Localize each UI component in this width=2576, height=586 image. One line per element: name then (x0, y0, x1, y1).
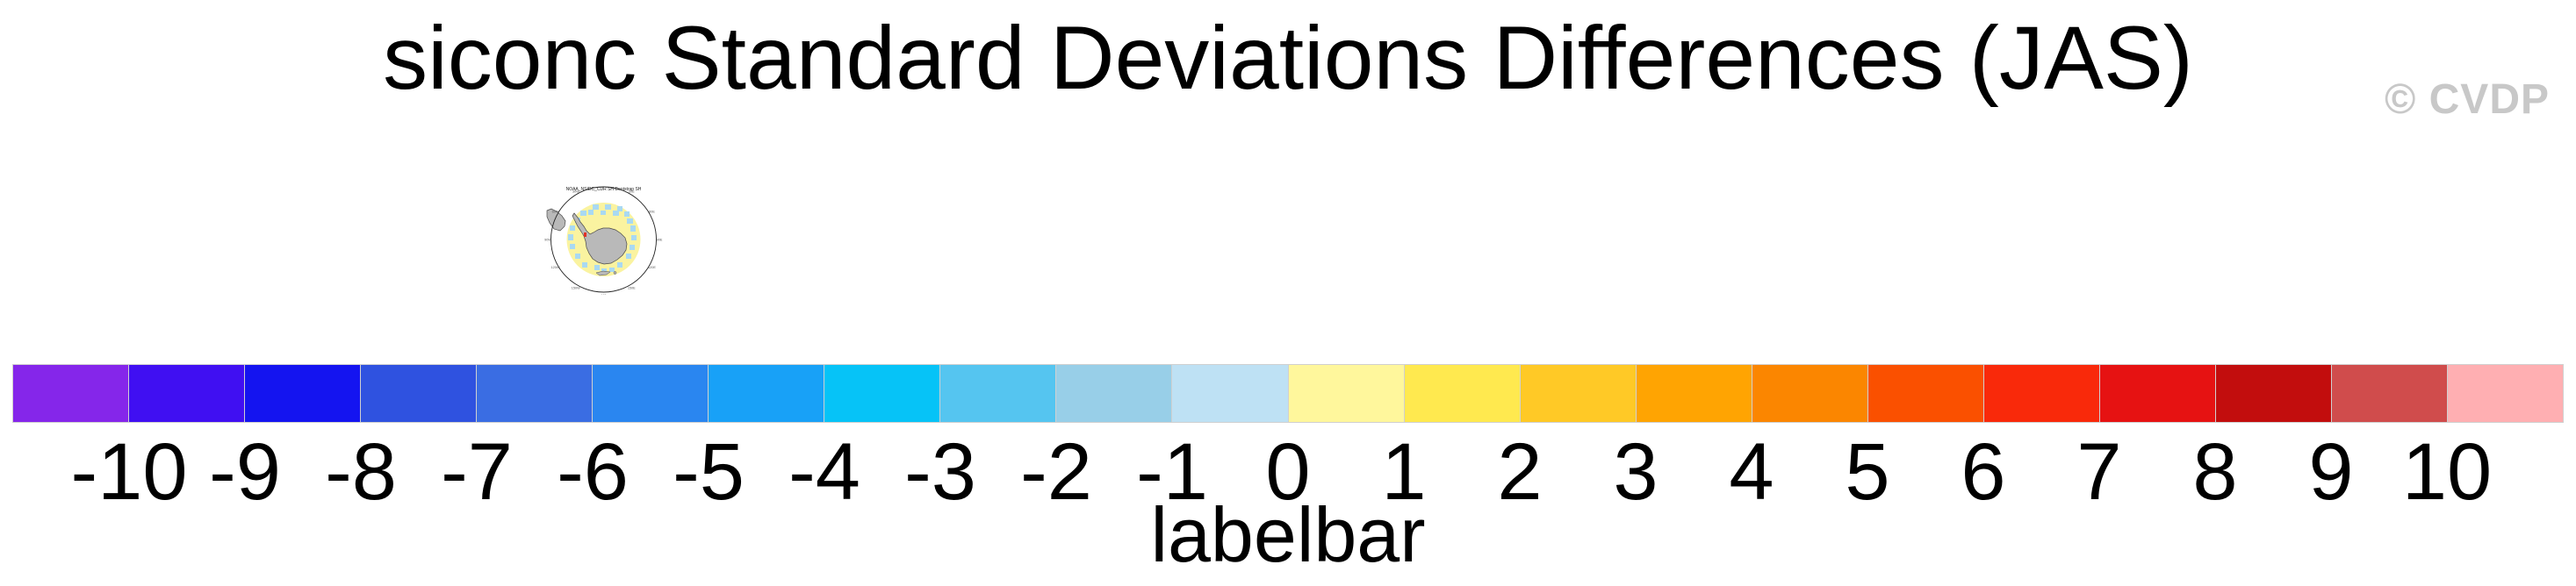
map-lon-label-120W: 120W (551, 266, 560, 269)
colorbar-block-8 (940, 365, 1056, 422)
colorbar-block-2 (245, 365, 361, 422)
colorbar-tick-9: 9 (2308, 427, 2354, 517)
map-panel-title: NOAA_NSIDC_CDR SH-Bootstrap SH (566, 187, 642, 192)
colorbar-block-19 (2215, 365, 2331, 422)
colorbar-tick-5: 5 (1845, 427, 1890, 517)
colorbar-block-21 (2447, 365, 2564, 422)
colorbar-block-6 (709, 365, 824, 422)
colorbar-block-12 (1404, 365, 1520, 422)
south-america-tip (546, 208, 566, 232)
map-lon-label-150E: 150E (628, 286, 636, 289)
map-negative-cell (613, 211, 619, 216)
colorbar (12, 364, 2564, 423)
colorbar-block-17 (1983, 365, 2099, 422)
colorbar-tick--2: -2 (1020, 427, 1092, 517)
colorbar-caption: labelbar (1150, 491, 1426, 578)
colorbar-block-4 (477, 365, 593, 422)
map-negative-cell (626, 254, 631, 259)
antarctic-map-panel: NOAA_NSIDC_CDR SH-Bootstrap SH 0 30E 60E 90… (544, 185, 663, 295)
map-lon-label-30W: 30W (572, 189, 579, 193)
colorbar-block-7 (824, 365, 940, 422)
colorbar-block-3 (361, 365, 477, 422)
map-negative-cell (568, 234, 573, 240)
colorbar-block-15 (1752, 365, 1867, 422)
colorbar-block-11 (1288, 365, 1404, 422)
map-negative-cell (582, 262, 587, 268)
cvdp-watermark: © CVDP (2384, 76, 2550, 123)
colorbar-tick--9: -9 (209, 427, 281, 517)
map-negative-cell (593, 204, 599, 210)
map-negative-cell (617, 206, 622, 211)
map-islands (595, 270, 611, 276)
map-boundary-circle (550, 186, 657, 293)
map-negative-cell (605, 204, 611, 210)
colorbar-block-9 (1056, 365, 1172, 422)
colorbar-tick--7: -7 (441, 427, 513, 517)
colorbar-tick--3: -3 (904, 427, 976, 517)
map-lon-label-60W: 60W (552, 211, 559, 214)
map-negative-cell (617, 262, 622, 268)
map-lon-label-90W: 90W (544, 238, 551, 241)
colorbar-tick--5: -5 (673, 427, 745, 517)
map-negative-cell (588, 210, 594, 215)
colorbar-block-10 (1172, 365, 1288, 422)
antarctica-landmass (572, 212, 628, 265)
map-lon-label-30E: 30E (629, 189, 635, 193)
colorbar-tick-4: 4 (1729, 427, 1774, 517)
map-lon-label-120E: 120E (648, 266, 656, 269)
map-negative-cells (568, 204, 637, 273)
figure-title: siconc Standard Deviations Differences (… (383, 8, 2193, 108)
colorbar-block-14 (1636, 365, 1752, 422)
colorbar-tick-7: 7 (2076, 427, 2122, 517)
colorbar-block-0 (13, 365, 129, 422)
colorbar-tick-2: 2 (1497, 427, 1543, 517)
map-negative-cell (594, 265, 600, 270)
map-extreme-cell (584, 232, 586, 237)
map-negative-cell (609, 268, 615, 272)
map-negative-cell (570, 225, 575, 231)
map-negative-cell (601, 211, 606, 215)
map-lon-label-180: 180 (601, 294, 606, 295)
colorbar-tick-8: 8 (2192, 427, 2238, 517)
map-negative-cell (630, 245, 635, 250)
colorbar-block-13 (1520, 365, 1636, 422)
colorbar-block-1 (129, 365, 245, 422)
map-negative-cell (624, 211, 630, 217)
colorbar-block-18 (2099, 365, 2215, 422)
map-negative-cell (630, 225, 636, 232)
map-island-dot (613, 271, 617, 275)
map-lon-label-0: 0 (602, 185, 604, 186)
map-longitude-labels: 0 30E 60E 90E 120E 150E 180 150W 120W 90W 60W 30W (544, 185, 663, 295)
map-lon-label-90E: 90E (657, 238, 663, 241)
colorbar-tick--4: -4 (788, 427, 860, 517)
colorbar-tick--1: -1 (1136, 427, 1208, 517)
colorbar-tick-0: 0 (1265, 427, 1311, 517)
colorbar-tick-10: 10 (2401, 427, 2493, 517)
map-negative-cell (575, 254, 580, 259)
colorbar-tick-1: 1 (1381, 427, 1427, 517)
colorbar-tick--6: -6 (557, 427, 629, 517)
map-lon-label-60E: 60E (649, 211, 655, 214)
colorbar-tick--10: -10 (70, 427, 188, 517)
colorbar-tick--8: -8 (325, 427, 397, 517)
colorbar-tick-3: 3 (1613, 427, 1659, 517)
colorbar-block-5 (593, 365, 709, 422)
colorbar-block-20 (2331, 365, 2447, 422)
map-negative-cell (570, 244, 575, 249)
map-lon-label-150W: 150W (572, 286, 580, 289)
map-negative-cell (601, 268, 607, 273)
colorbar-tick-6: 6 (1961, 427, 2006, 517)
colorbar-block-16 (1867, 365, 1983, 422)
map-negative-cell (580, 211, 586, 216)
map-negative-cell (627, 218, 633, 224)
map-negative-cell (631, 235, 637, 240)
